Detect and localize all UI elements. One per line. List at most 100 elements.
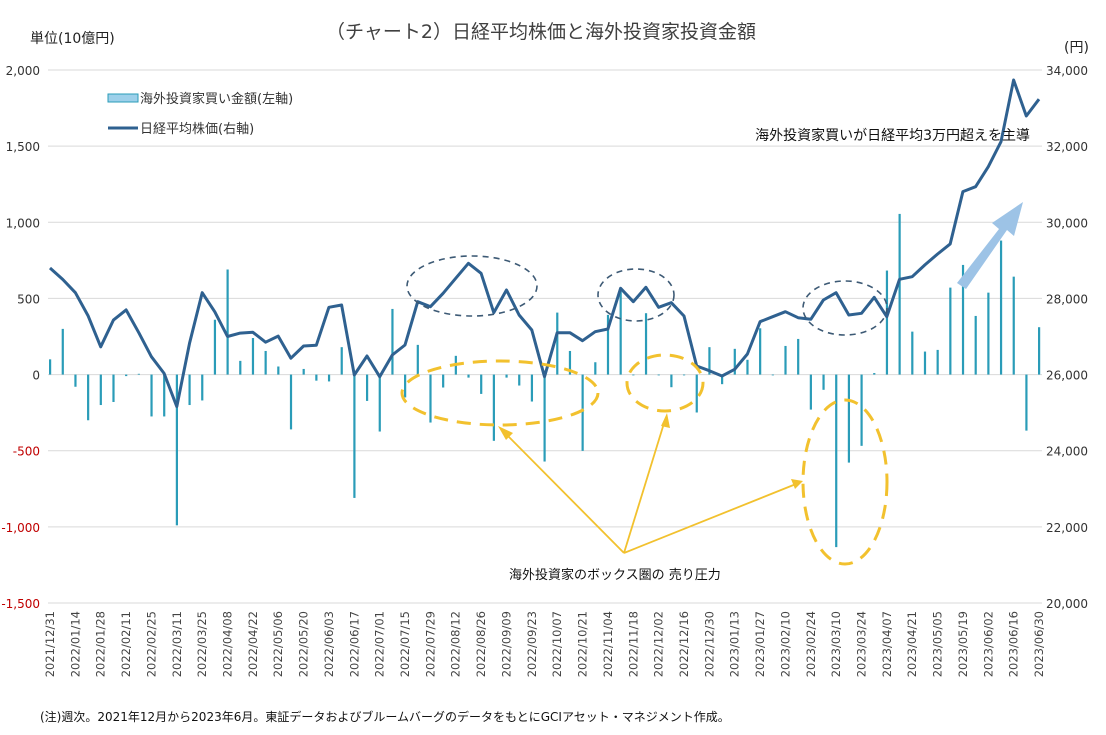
bar [620, 288, 622, 374]
bar [150, 375, 152, 417]
legend-label-line: 日経平均株価(右軸) [140, 122, 254, 137]
x-tick-label: 2022/08/26 [474, 611, 488, 677]
range-ellipse-2 [598, 269, 674, 321]
x-tick-label: 2022/01/14 [68, 611, 82, 677]
x-tick-label: 2023/02/10 [778, 611, 792, 677]
bar [810, 375, 812, 410]
bar [797, 339, 799, 375]
x-tick-label: 2022/08/12 [449, 611, 463, 677]
bar [417, 345, 419, 375]
x-tick-label: 2022/11/18 [626, 611, 640, 677]
right-axis-ticks: 34,000 32,000 30,000 28,000 26,000 24,000 22,0… [1046, 64, 1088, 611]
right-tick-label: 22,000 [1046, 521, 1088, 535]
bar [1025, 375, 1027, 431]
right-axis-label: (円) [1064, 40, 1089, 56]
bar [227, 269, 229, 374]
bar [531, 375, 533, 402]
x-tick-label: 2023/06/30 [1032, 611, 1046, 677]
x-tick-label: 2022/12/02 [652, 611, 666, 677]
bar [1038, 327, 1040, 374]
x-tick-label: 2023/02/24 [804, 611, 818, 677]
legend-label-bar: 海外投資家買い金額(左軸) [140, 91, 293, 107]
bar [746, 360, 748, 375]
bar [937, 350, 939, 375]
bar [670, 375, 672, 388]
x-tick-label: 2023/01/27 [753, 611, 767, 677]
x-tick-label: 2022/04/08 [221, 611, 235, 677]
right-tick-label: 32,000 [1046, 140, 1088, 154]
bar [975, 316, 977, 375]
bar [404, 375, 406, 398]
x-tick-label: 2022/10/07 [550, 611, 564, 677]
bar [277, 367, 279, 375]
bar [645, 313, 647, 374]
x-tick-label: 2022/09/09 [499, 611, 513, 677]
left-tick-label: -1,000 [1, 521, 40, 535]
bar [138, 374, 140, 375]
x-tick-label: 2022/11/04 [601, 611, 615, 677]
bar [873, 373, 875, 375]
annotation-box-selling: 海外投資家のボックス圏の 売り圧力 [509, 567, 721, 583]
legend-swatch-bar [108, 94, 138, 102]
bar [442, 375, 444, 388]
bar [658, 375, 660, 376]
bar [518, 375, 520, 386]
x-tick-label: 2023/04/07 [880, 611, 894, 677]
left-tick-label: 0 [32, 369, 40, 383]
bar [987, 293, 989, 375]
bar [632, 375, 634, 376]
bar [556, 313, 558, 375]
x-tick-label: 2023/01/13 [728, 611, 742, 677]
bar [62, 329, 64, 375]
left-tick-label: 500 [17, 292, 40, 306]
bar [100, 375, 102, 405]
bar [328, 375, 330, 382]
footnote: (注)週次。2021年12月から2023年6月。東証データおよびブルームバーグの… [40, 709, 730, 724]
x-tick-label: 2022/06/03 [322, 611, 336, 677]
left-tick-label: 1,000 [6, 216, 40, 230]
left-tick-label: 2,000 [6, 64, 40, 78]
x-tick-label: 2022/09/23 [525, 611, 539, 677]
x-tick-label: 2022/12/16 [677, 611, 691, 677]
bar [112, 375, 114, 402]
bar [899, 214, 901, 375]
x-tick-label: 2023/05/19 [956, 611, 970, 677]
right-tick-label: 34,000 [1046, 64, 1088, 78]
bar [1013, 277, 1015, 375]
x-tick-label: 2023/03/24 [854, 611, 868, 677]
trend-arrow-icon [957, 202, 1023, 289]
bar [353, 375, 355, 498]
x-tick-label: 2022/12/30 [702, 611, 716, 677]
bar [594, 362, 596, 374]
right-tick-label: 24,000 [1046, 445, 1088, 459]
bar [87, 375, 89, 421]
x-tick-label: 2022/07/15 [398, 611, 412, 677]
bar [214, 320, 216, 375]
x-tick-label: 2022/10/21 [576, 611, 590, 677]
bar [911, 332, 913, 375]
right-tick-label: 28,000 [1046, 292, 1088, 306]
x-tick-label: 2022/02/11 [119, 611, 133, 677]
x-tick-label: 2023/06/02 [981, 611, 995, 677]
right-tick-label: 30,000 [1046, 216, 1088, 230]
bar [163, 375, 165, 417]
selling-ellipse-3 [803, 400, 887, 564]
bar-series [49, 214, 1040, 547]
x-tick-label: 2023/04/21 [905, 611, 919, 677]
bar [125, 375, 127, 377]
bar [366, 375, 368, 401]
x-tick-label: 2022/03/11 [170, 611, 184, 677]
chart-title: （チャート2）日経平均株価と海外投資家投資金額 [326, 21, 756, 43]
bar [544, 375, 546, 462]
bar [772, 375, 774, 376]
x-tick-label: 2022/04/22 [246, 611, 260, 677]
bar [379, 375, 381, 432]
bar [949, 288, 951, 375]
bar [265, 351, 267, 375]
bar [74, 375, 76, 387]
bar [822, 375, 824, 390]
bar [784, 346, 786, 375]
right-tick-label: 26,000 [1046, 369, 1088, 383]
x-tick-label: 2022/05/06 [271, 611, 285, 677]
